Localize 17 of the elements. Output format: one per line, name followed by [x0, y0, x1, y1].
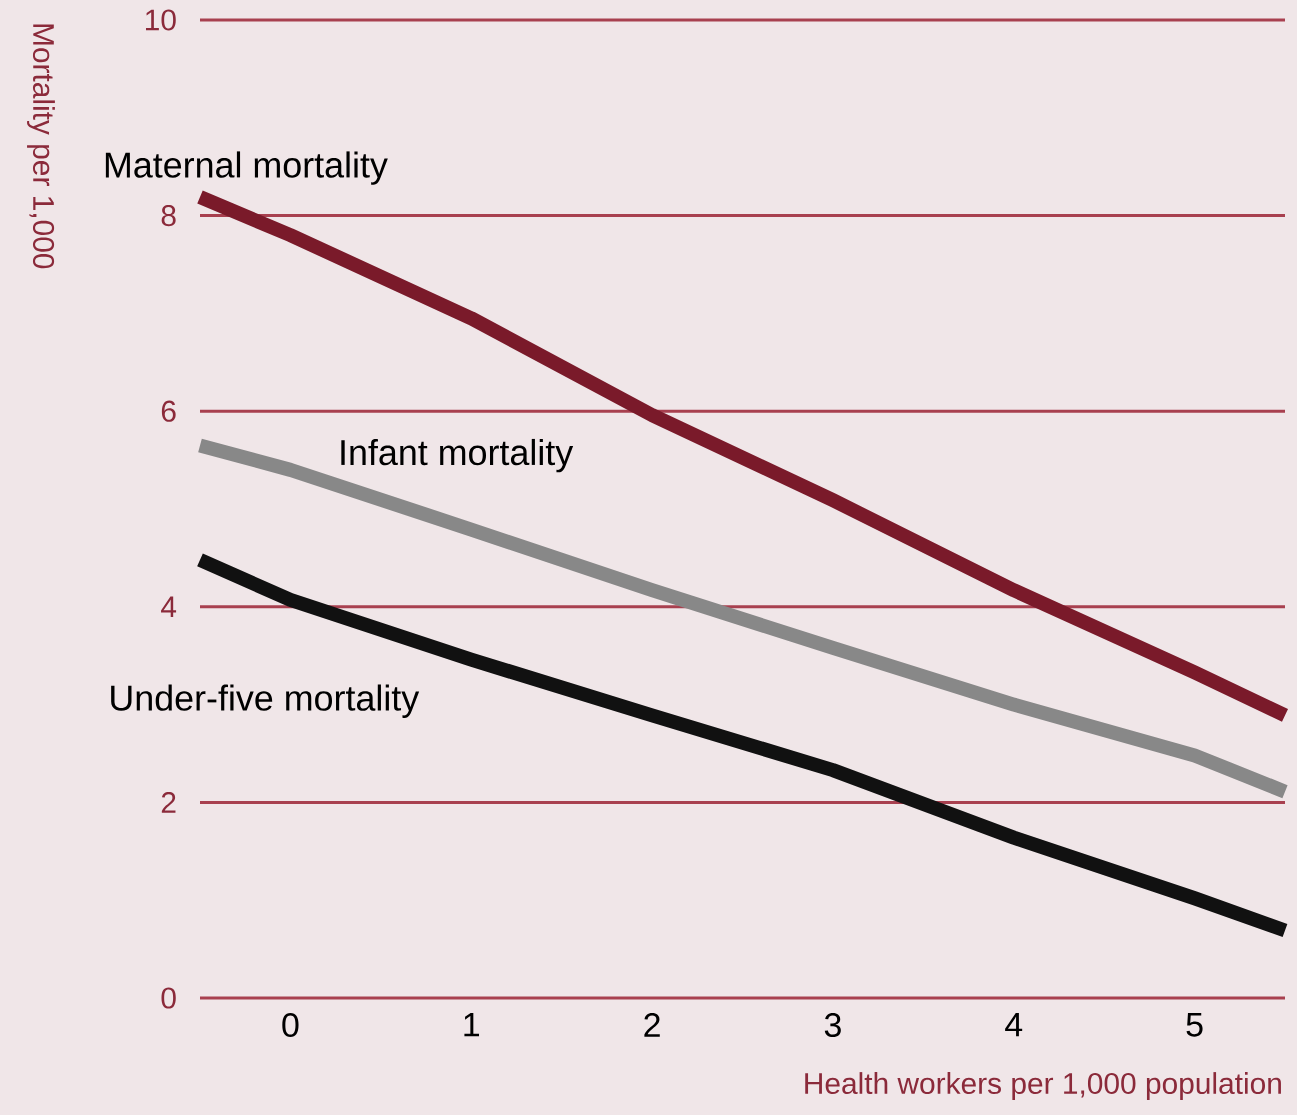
series-label: Infant mortality [341, 438, 574, 473]
x-tick-label: 5 [1186, 1013, 1203, 1037]
y-axis-title: Mortality per 1,000 [27, 24, 55, 269]
y-tick-label: 6 [161, 400, 176, 422]
x-tick-label: 3 [824, 1013, 841, 1038]
series-label: Maternal mortality [105, 151, 388, 185]
y-tick-label: 0 [161, 987, 176, 1009]
x-tick-label: 2 [644, 1013, 660, 1037]
y-tick-label: 4 [161, 596, 177, 618]
x-axis-title: Health workers per 1,000 population [805, 1072, 1281, 1100]
y-tick-label: 2 [161, 791, 176, 813]
y-tick-label: 10 [146, 9, 176, 31]
x-tick-label: 0 [282, 1013, 299, 1038]
x-tick-label: 4 [1005, 1013, 1023, 1037]
series-label: Under-five mortality [111, 684, 420, 718]
y-tick-label: 8 [161, 205, 176, 227]
x-tick-label: 1 [464, 1013, 480, 1037]
